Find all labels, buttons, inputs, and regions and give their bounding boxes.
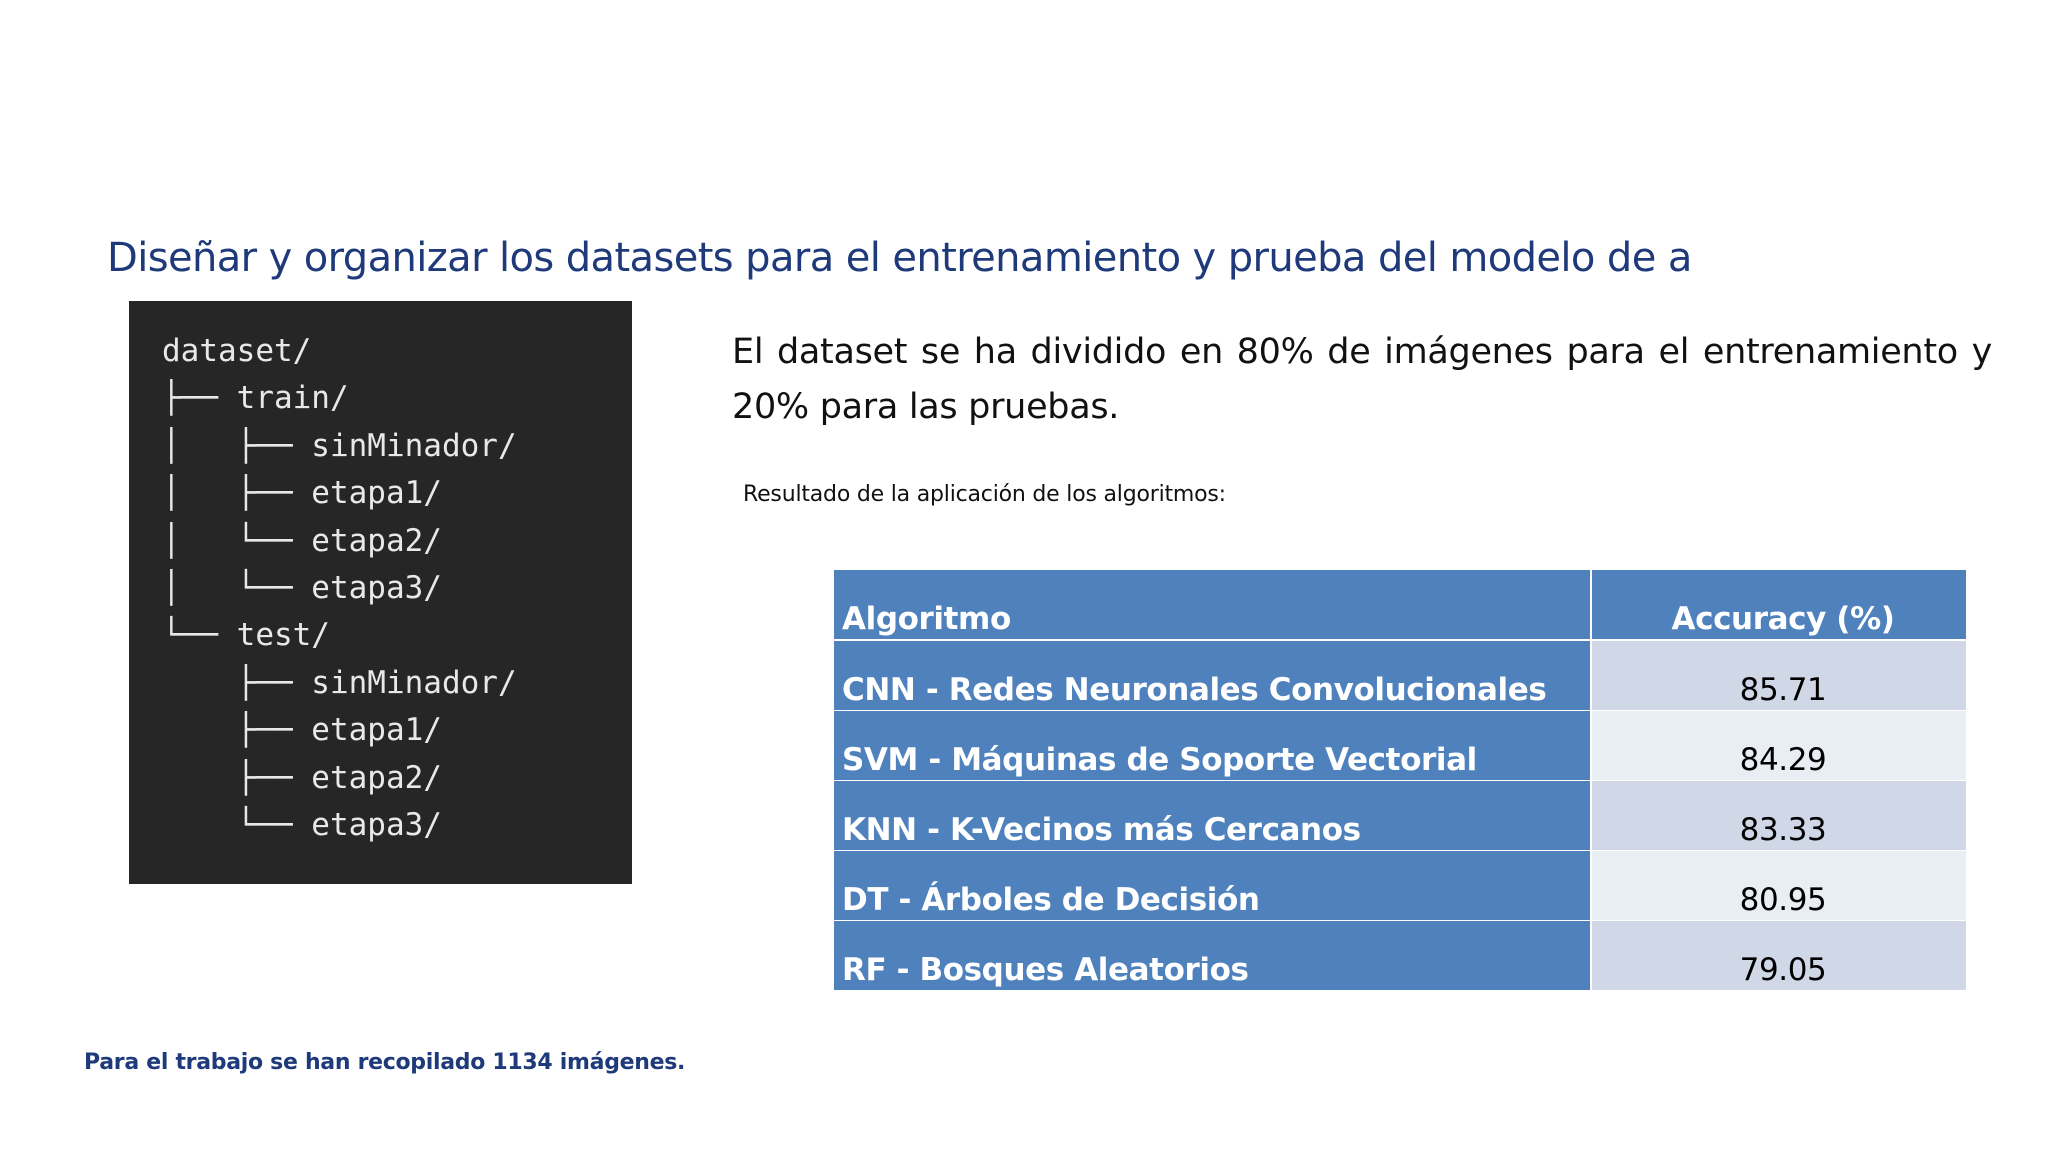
dataset-split-description: El dataset se ha dividido en 80% de imág… xyxy=(732,332,1992,427)
accuracy-value: 80.95 xyxy=(1590,849,1966,920)
tree-line: ├── etapa2/ xyxy=(162,759,442,796)
algorithm-name: RF - Bosques Aleatorios xyxy=(834,919,1591,990)
tree-line: │ ├── etapa1/ xyxy=(162,475,442,512)
algorithm-name: DT - Árboles de Decisión xyxy=(834,849,1591,920)
table-row: SVM - Máquinas de Soporte Vectorial 84.2… xyxy=(834,709,1966,780)
table-row: RF - Bosques Aleatorios 79.05 xyxy=(834,919,1966,990)
results-caption: Resultado de la aplicación de los algori… xyxy=(743,482,1226,507)
slide-title: Diseñar y organizar los datasets para el… xyxy=(107,235,1692,281)
table-header-row: Algoritmo Accuracy (%) xyxy=(834,570,1966,641)
tree-line: └── etapa3/ xyxy=(162,806,442,843)
header-algorithm: Algoritmo xyxy=(834,570,1591,641)
results-table: Algoritmo Accuracy (%) CNN - Redes Neuro… xyxy=(834,570,1966,990)
tree-line: ├── etapa1/ xyxy=(162,712,442,749)
header-accuracy: Accuracy (%) xyxy=(1590,570,1966,641)
accuracy-value: 84.29 xyxy=(1590,709,1966,780)
tree-line: │ └── etapa3/ xyxy=(162,569,442,606)
accuracy-value: 85.71 xyxy=(1590,639,1966,710)
table-row: DT - Árboles de Decisión 80.95 xyxy=(834,849,1966,920)
tree-line: ├── train/ xyxy=(162,380,349,417)
directory-tree-panel: dataset/ ├── train/ │ ├── sinMinador/ │ … xyxy=(129,301,632,884)
tree-line: └── test/ xyxy=(162,617,330,654)
tree-line: dataset/ xyxy=(162,333,312,369)
algorithm-name: CNN - Redes Neuronales Convolucionales xyxy=(834,639,1591,710)
footer-note: Para el trabajo se han recopilado 1134 i… xyxy=(84,1050,686,1075)
accuracy-value: 79.05 xyxy=(1590,919,1966,990)
algorithm-name: KNN - K-Vecinos más Cercanos xyxy=(834,779,1591,850)
accuracy-value: 83.33 xyxy=(1590,779,1966,850)
tree-line: │ └── etapa2/ xyxy=(162,522,442,559)
algorithm-name: SVM - Máquinas de Soporte Vectorial xyxy=(834,709,1591,780)
tree-line: ├── sinMinador/ xyxy=(162,664,517,701)
table-row: CNN - Redes Neuronales Convolucionales 8… xyxy=(834,639,1966,710)
tree-line: │ ├── sinMinador/ xyxy=(162,427,517,464)
table-row: KNN - K-Vecinos más Cercanos 83.33 xyxy=(834,779,1966,850)
